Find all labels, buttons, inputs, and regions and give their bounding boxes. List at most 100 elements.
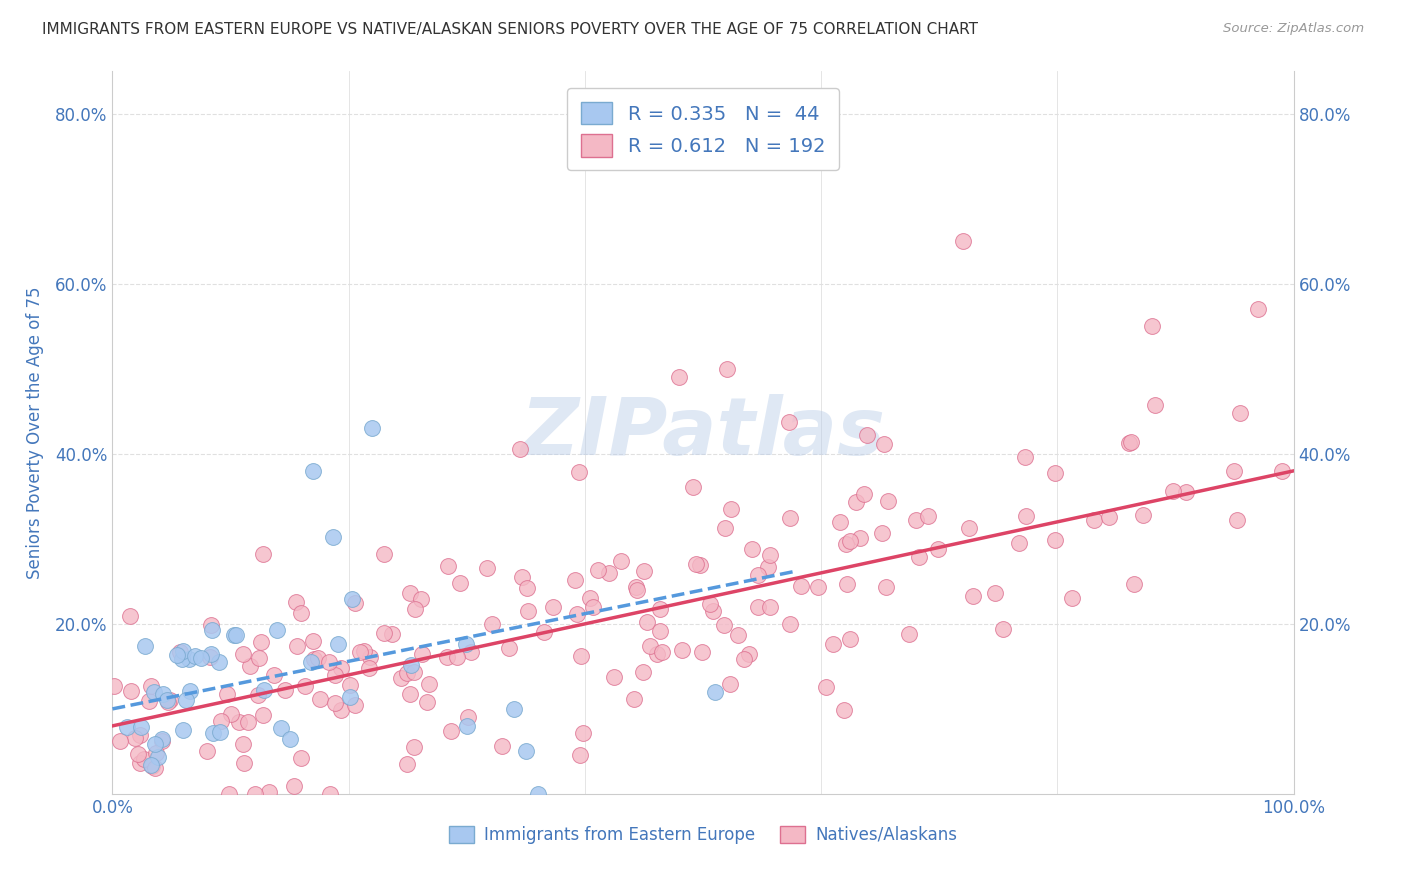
Point — [1223, 464, 1246, 478]
Point — [457, 710, 479, 724]
Point — [200, 623, 222, 637]
Point — [399, 687, 422, 701]
Point — [714, 521, 737, 535]
Point — [201, 726, 224, 740]
Point — [103, 679, 125, 693]
Point — [738, 647, 761, 661]
Point — [517, 603, 540, 617]
Point — [516, 582, 538, 596]
Point — [152, 687, 174, 701]
Point — [152, 732, 174, 747]
Point — [685, 557, 707, 571]
Point — [270, 721, 292, 735]
Point — [1226, 512, 1249, 526]
Point — [1140, 319, 1163, 334]
Point — [756, 560, 779, 574]
Point — [302, 464, 325, 478]
Point — [779, 616, 801, 631]
Point — [498, 640, 520, 655]
Point — [834, 703, 856, 717]
Point — [146, 749, 169, 764]
Point — [904, 513, 927, 527]
Point — [195, 744, 218, 758]
Point — [952, 235, 974, 249]
Point — [579, 591, 602, 605]
Point — [174, 693, 197, 707]
Point — [917, 509, 939, 524]
Point — [1008, 535, 1031, 549]
Point — [807, 580, 830, 594]
Point — [200, 648, 222, 662]
Point — [1098, 510, 1121, 524]
Point — [747, 599, 769, 614]
Point — [169, 645, 191, 659]
Point — [198, 649, 221, 664]
Point — [957, 521, 980, 535]
Point — [322, 530, 344, 544]
Point — [330, 703, 353, 717]
Point — [834, 537, 856, 551]
Point — [208, 655, 231, 669]
Point — [129, 756, 152, 770]
Point — [821, 637, 844, 651]
Point — [150, 734, 173, 748]
Point — [759, 548, 782, 562]
Point — [598, 566, 620, 581]
Point — [1175, 485, 1198, 500]
Point — [789, 579, 811, 593]
Point — [319, 787, 342, 801]
Point — [141, 758, 163, 772]
Point — [301, 634, 323, 648]
Point — [357, 660, 380, 674]
Point — [134, 639, 156, 653]
Point — [856, 428, 879, 442]
Point — [221, 707, 243, 722]
Point — [302, 652, 325, 666]
Point — [373, 626, 395, 640]
Point — [1121, 435, 1143, 450]
Point — [1247, 302, 1270, 317]
Point — [1062, 591, 1084, 605]
Point — [200, 618, 222, 632]
Point — [636, 615, 658, 630]
Point — [720, 501, 742, 516]
Point — [353, 644, 375, 658]
Point — [1123, 576, 1146, 591]
Point — [835, 577, 858, 591]
Point — [108, 734, 131, 748]
Point — [609, 553, 631, 567]
Point — [741, 542, 763, 557]
Point — [139, 758, 162, 772]
Point — [526, 787, 548, 801]
Point — [247, 688, 270, 702]
Point — [389, 671, 412, 685]
Point — [533, 625, 555, 640]
Point — [323, 668, 346, 682]
Point — [624, 580, 647, 594]
Point — [515, 744, 537, 758]
Point — [330, 661, 353, 675]
Point — [778, 415, 800, 429]
Point — [247, 651, 270, 665]
Point — [233, 756, 256, 771]
Point — [209, 725, 232, 739]
Point — [875, 580, 897, 594]
Point — [349, 645, 371, 659]
Point — [838, 632, 860, 646]
Point — [411, 648, 433, 662]
Point — [120, 609, 142, 624]
Point — [733, 652, 755, 666]
Point — [309, 691, 332, 706]
Point — [243, 787, 266, 801]
Point — [252, 708, 274, 723]
Point — [1229, 406, 1251, 420]
Point — [449, 576, 471, 591]
Point — [503, 702, 526, 716]
Point — [699, 597, 721, 611]
Point — [1118, 436, 1140, 450]
Point — [238, 715, 260, 730]
Text: IMMIGRANTS FROM EASTERN EUROPE VS NATIVE/ALASKAN SENIORS POVERTY OVER THE AGE OF: IMMIGRANTS FROM EASTERN EUROPE VS NATIVE… — [42, 22, 979, 37]
Point — [1043, 533, 1066, 547]
Point — [582, 600, 605, 615]
Point — [564, 573, 586, 587]
